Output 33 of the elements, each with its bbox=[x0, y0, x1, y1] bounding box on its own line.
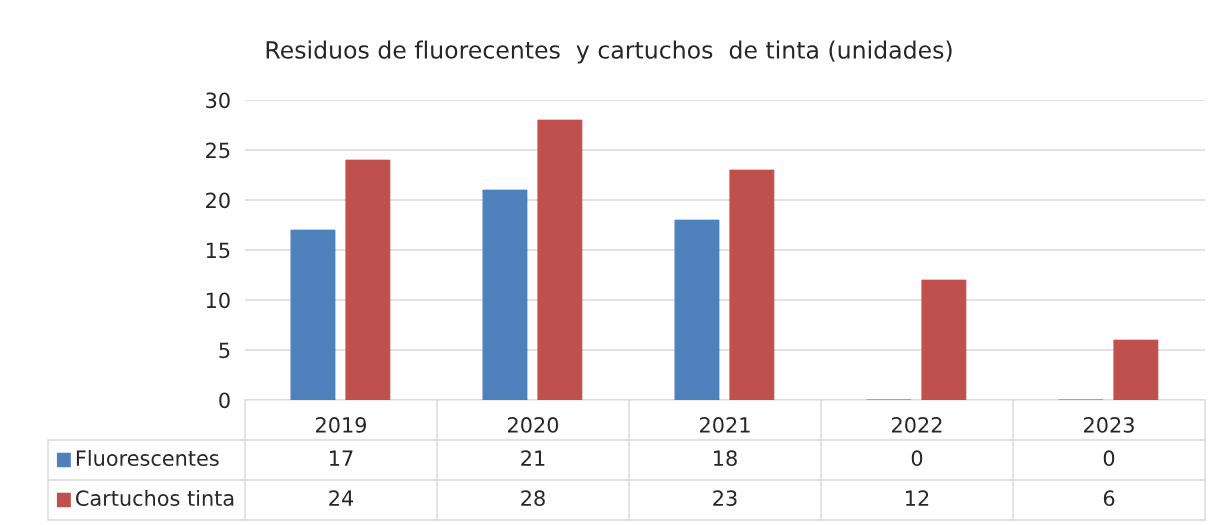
data-label: 18 bbox=[714, 450, 737, 467]
chart-title: Residuos de fluorecentes y cartuchos de tinta (unidades) bbox=[266, 40, 952, 64]
bar bbox=[921, 279, 967, 400]
x-tick-label: 2023 bbox=[1084, 417, 1134, 433]
x-tick-label: 2021 bbox=[700, 417, 750, 433]
legend-label: Fluorescentes bbox=[76, 449, 219, 467]
bar bbox=[290, 229, 336, 400]
data-label: 6 bbox=[1103, 490, 1115, 507]
legend-label: Cartuchos tinta bbox=[76, 489, 234, 507]
bar bbox=[729, 169, 775, 400]
bar bbox=[674, 219, 720, 400]
data-label: 24 bbox=[329, 490, 354, 506]
bar bbox=[537, 119, 583, 400]
y-tick-label: 30 bbox=[206, 92, 230, 109]
y-tick-label: 15 bbox=[206, 242, 230, 259]
data-label: 0 bbox=[1103, 450, 1115, 467]
y-tick-label: 20 bbox=[206, 192, 230, 209]
x-tick-label: 2020 bbox=[508, 417, 559, 433]
data-label: 23 bbox=[713, 490, 737, 507]
data-label: 12 bbox=[906, 490, 929, 506]
bar bbox=[345, 159, 391, 400]
y-tick-label: 0 bbox=[219, 392, 230, 409]
data-label: 21 bbox=[521, 450, 545, 466]
bar bbox=[1113, 339, 1159, 400]
y-tick-label: 25 bbox=[206, 142, 230, 159]
bar bbox=[482, 189, 528, 400]
data-label: 28 bbox=[521, 490, 545, 507]
x-tick-label: 2022 bbox=[892, 417, 942, 433]
y-tick-label: 5 bbox=[219, 342, 230, 359]
data-label: 0 bbox=[911, 450, 923, 467]
x-tick-label: 2019 bbox=[316, 417, 367, 433]
data-label: 17 bbox=[330, 450, 353, 466]
y-tick-label: 10 bbox=[206, 292, 230, 309]
